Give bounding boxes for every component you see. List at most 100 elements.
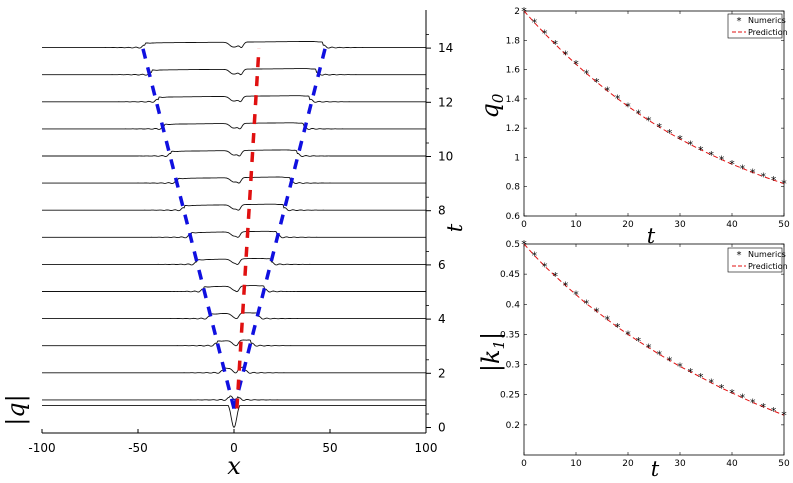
- waterfall-x-tick-label: 0: [230, 441, 238, 455]
- waterfall-y-ticks: 0 2 4 6 8 10 12 14: [426, 34, 453, 435]
- numerics-point: *: [552, 270, 558, 283]
- profile-trace: [42, 230, 426, 239]
- numerics-point: *: [532, 249, 538, 262]
- numerics-point: *: [708, 377, 714, 390]
- y-tick-label: 0.5: [506, 240, 520, 250]
- x-tick-label: 50: [778, 459, 790, 469]
- k1-x-label: t: [651, 457, 660, 481]
- waterfall-x-label: x: [227, 452, 241, 480]
- waterfall-x-tick-label: 50: [322, 441, 337, 455]
- q0-axes-box: [523, 10, 785, 217]
- numerics-point: *: [740, 162, 746, 175]
- numerics-point: *: [636, 108, 642, 121]
- numerics-point: *: [604, 313, 610, 326]
- x-tick-label: 30: [674, 459, 686, 469]
- y-tick-label: 0.6: [506, 212, 521, 222]
- x-tick-label: 10: [570, 459, 582, 469]
- y-tick-label: 2: [514, 7, 520, 17]
- prediction-line: [523, 243, 785, 416]
- numerics-point: *: [740, 392, 746, 405]
- q0-y-label: q0: [476, 93, 507, 118]
- numerics-point: *: [625, 328, 631, 341]
- x-tick-label: 40: [726, 220, 738, 230]
- k1-legend: * Numerics Prediction: [727, 247, 788, 273]
- numerics-point: *: [688, 366, 694, 379]
- numerics-point: *: [781, 409, 787, 422]
- q0-ticks: 0 10 20 30 40 50 0.6 0.8 1 1.2 1.4 1.6 1.8 2: [506, 7, 790, 230]
- y-tick-label: 0.8: [506, 183, 521, 193]
- q0-legend: * Numerics Prediction: [727, 13, 788, 39]
- waterfall-y-tick-label: 8: [438, 204, 446, 218]
- waterfall-x-ticks: -100 -50 0 50 100: [28, 429, 437, 455]
- numerics-point: *: [708, 149, 714, 162]
- k1-legend-prediction: Prediction: [748, 262, 788, 271]
- numerics-point: *: [573, 58, 579, 71]
- numerics-point: *: [542, 260, 548, 273]
- numerics-point: *: [615, 93, 621, 106]
- edge-trajectory-line: [141, 47, 236, 409]
- x-tick-label: 0: [521, 220, 527, 230]
- y-tick-label: 0.45: [500, 270, 520, 280]
- waterfall-x-tick-label: -50: [128, 441, 148, 455]
- numerics-point: *: [719, 382, 725, 395]
- x-tick-label: 50: [778, 220, 790, 230]
- waterfall-y-tick-label: 4: [438, 312, 446, 326]
- q0-panel: 0 10 20 30 40 500.60.811.21.41.61.82 ********…: [476, 5, 790, 248]
- k1-legend-numerics: Numerics: [748, 250, 786, 259]
- x-tick-label: 10: [570, 220, 582, 230]
- y-tick-label: 1.4: [506, 95, 521, 105]
- y-tick-label: 0.25: [500, 391, 520, 401]
- q0-legend-box: [727, 13, 783, 39]
- numerics-point: *: [604, 85, 610, 98]
- q0-legend-numerics: Numerics: [748, 16, 786, 25]
- profile-trace: [42, 404, 426, 429]
- profile-trace: [42, 366, 426, 374]
- q0-legend-marker-numerics: *: [737, 16, 742, 27]
- numerics-point: *: [677, 133, 683, 146]
- numerics-point: *: [563, 48, 569, 61]
- numerics-point: *: [521, 238, 527, 251]
- x-tick-label: 20: [622, 459, 634, 469]
- numerics-point: *: [521, 5, 527, 18]
- waterfall-x-tick-label: -100: [28, 441, 55, 455]
- waterfall-y-tick-label: 10: [438, 150, 453, 164]
- edge-trajectory-line: [232, 47, 327, 409]
- y-tick-label: 0.4: [506, 300, 521, 310]
- y-tick-label: 1.6: [506, 66, 521, 76]
- numerics-point: *: [667, 127, 673, 140]
- numerics-point: *: [698, 371, 704, 384]
- numerics-point: *: [729, 387, 735, 400]
- numerics-point: *: [781, 178, 787, 191]
- profile-trace: [42, 41, 426, 49]
- k1-legend-box: [727, 247, 783, 273]
- numerics-point: *: [542, 28, 548, 41]
- numerics-point: *: [750, 397, 756, 410]
- profile-trace: [42, 149, 426, 157]
- profile-trace: [42, 176, 426, 185]
- numerics-point: *: [760, 401, 766, 414]
- q0-x-label: t: [647, 224, 656, 248]
- waterfall-y-tick-label: 6: [438, 258, 446, 272]
- numerics-point: *: [584, 67, 590, 80]
- numerics-point: *: [573, 289, 579, 302]
- y-tick-label: 1.8: [506, 36, 521, 46]
- k1-panel: 0 10 20 30 40 500.20.250.30.350.40.450.5 ****…: [477, 238, 790, 481]
- numerics-point: *: [750, 167, 756, 180]
- waterfall-y-label: t: [443, 223, 467, 232]
- numerics-point: *: [729, 158, 735, 171]
- waterfall-y-tick-label: 14: [438, 41, 453, 55]
- trajectory-guides: [141, 47, 327, 409]
- numerics-point: *: [688, 139, 694, 152]
- numerics-point: *: [719, 154, 725, 167]
- y-tick-label: 0.3: [506, 361, 520, 371]
- waterfall-panel: -100 -50 0 50 100 0 2 4 6 8 10 12 14 x t |q|: [2, 10, 467, 480]
- numerics-point: *: [532, 17, 538, 30]
- profile-trace: [42, 122, 426, 130]
- k1-ticks: 0 10 20 30 40 50 0.2 0.25 0.3 0.35 0.4 0.45 0.5: [500, 240, 790, 469]
- q0-series: * * * * * * * * * * * * * * * * * * * * * * * * * *: [521, 5, 787, 191]
- profile-trace: [42, 285, 426, 293]
- numerics-point: *: [646, 342, 652, 355]
- prediction-line: [523, 10, 785, 185]
- y-tick-label: 0.2: [506, 421, 520, 431]
- x-tick-label: 0: [521, 459, 527, 469]
